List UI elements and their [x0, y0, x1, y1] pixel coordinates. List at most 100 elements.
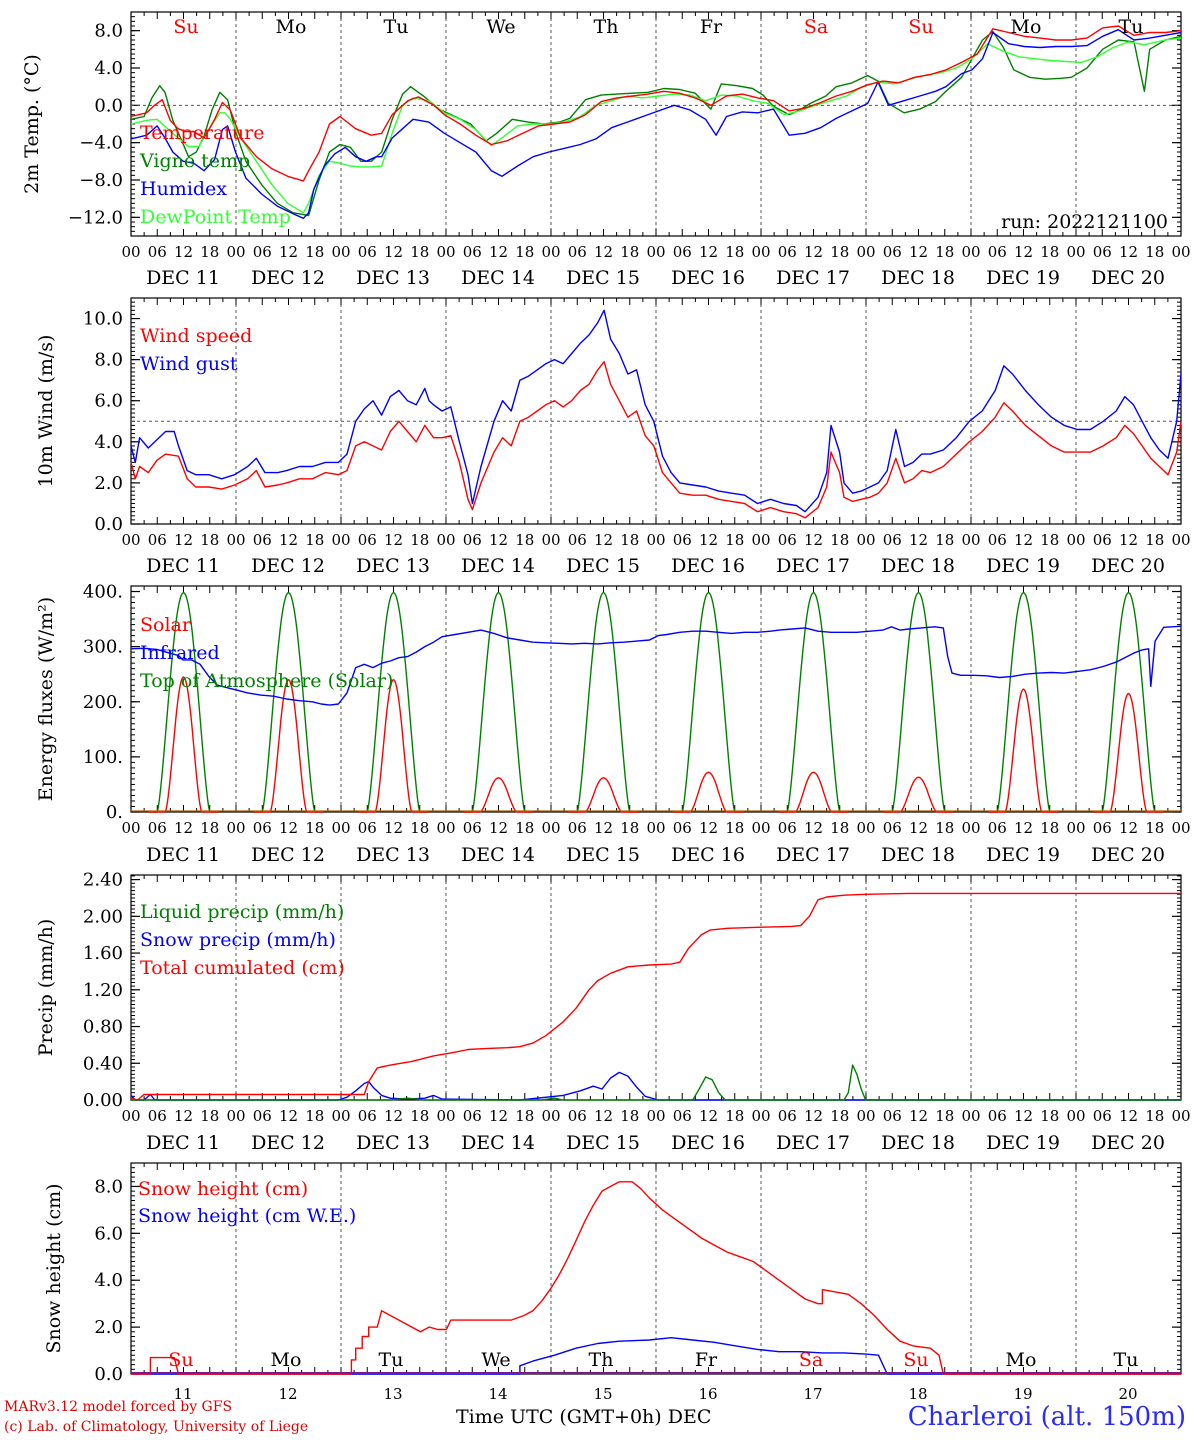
- day-number-label: 16: [698, 1385, 717, 1403]
- weekday-label: Th: [594, 16, 619, 38]
- date-label: DEC 11: [146, 267, 220, 289]
- x-tick-label: 06: [568, 531, 587, 549]
- x-tick-label: 12: [279, 531, 298, 549]
- footer-model-credit: MARv3.12 model forced by GFS: [4, 1399, 233, 1415]
- x-tick-label: 12: [594, 531, 613, 549]
- y-tick-label: 0.: [106, 802, 123, 823]
- legend-entry: Infrared: [140, 642, 220, 664]
- weekday-label: Su: [173, 16, 198, 38]
- date-label: DEC 15: [566, 267, 640, 289]
- y-tick-label: 4.0: [94, 58, 123, 79]
- date-label: DEC 14: [461, 844, 535, 866]
- x-tick-label: 06: [463, 531, 482, 549]
- date-label: DEC 20: [1091, 555, 1165, 577]
- date-label: DEC 11: [146, 844, 220, 866]
- legend-entry: Solar: [140, 614, 192, 636]
- legend-entry: Liquid precip (mm/h): [140, 901, 344, 923]
- panel-1: −12.0 −8.0 −4.0 0.0 4.0 8.0 2m Temp. (°C) 00 06 1…: [21, 11, 1191, 289]
- series-line-toa-day-4: [463, 591, 534, 813]
- x-tick-label: 12: [594, 819, 613, 837]
- x-tick-label: 18: [830, 531, 849, 549]
- y-tick-label: 0.80: [83, 1017, 123, 1038]
- weekday-label: Fr: [695, 1349, 718, 1371]
- series-line-infrared: [130, 625, 1182, 706]
- date-label: DEC 18: [881, 844, 955, 866]
- series-line-toa-day-3: [358, 591, 429, 813]
- date-label: DEC 11: [146, 555, 220, 577]
- series-line-solar-day-1: [148, 676, 219, 813]
- x-tick-label: 06: [358, 531, 377, 549]
- x-tick-label: 18: [830, 1107, 849, 1125]
- day-number-label: 11: [173, 1385, 192, 1403]
- x-tick-label: 06: [358, 243, 377, 261]
- y-tick-label: 2.0: [94, 1317, 123, 1338]
- y-tick-label: 400.: [83, 582, 123, 603]
- date-label: DEC 13: [356, 1132, 430, 1154]
- x-tick-label: 12: [279, 243, 298, 261]
- x-axis-title: Time UTC (GMT+0h) DEC: [456, 1406, 712, 1428]
- x-tick-label: 00: [646, 243, 665, 261]
- y-tick-label: 1.60: [83, 943, 123, 964]
- y-tick-label: 0.0: [94, 514, 123, 535]
- weekday-label: Su: [168, 1349, 193, 1371]
- x-tick-label: 06: [463, 1107, 482, 1125]
- y-tick-label: 0.0: [94, 1364, 123, 1385]
- y-tick-label: 0.0: [94, 95, 123, 116]
- x-tick-label: 12: [699, 819, 718, 837]
- x-tick-label: 00: [121, 1107, 140, 1125]
- x-tick-label: 18: [515, 531, 534, 549]
- date-label: DEC 11: [146, 1132, 220, 1154]
- x-tick-label: 00: [541, 819, 560, 837]
- x-tick-label: 00: [331, 819, 350, 837]
- x-tick-label: 06: [148, 531, 167, 549]
- x-tick-label: 12: [384, 819, 403, 837]
- x-tick-label: 06: [778, 531, 797, 549]
- x-tick-label: 18: [410, 531, 429, 549]
- x-tick-label: 00: [331, 531, 350, 549]
- series-line-solar-day-9: [988, 688, 1059, 813]
- y-tick-label: 6.0: [94, 1223, 123, 1244]
- series-line-solar-day-3: [358, 679, 429, 813]
- x-tick-label: 12: [804, 819, 823, 837]
- x-tick-label: 18: [305, 1107, 324, 1125]
- date-label: DEC 14: [461, 1132, 535, 1154]
- y-axis-label: Snow height (cm): [43, 1183, 65, 1353]
- y-tick-label: 0.40: [83, 1053, 123, 1074]
- x-tick-label: 00: [646, 1107, 665, 1125]
- date-label: DEC 12: [251, 844, 325, 866]
- y-tick-label: 1.20: [83, 980, 123, 1001]
- day-number-label: 20: [1118, 1385, 1137, 1403]
- x-tick-label: 18: [1145, 1107, 1164, 1125]
- x-tick-label: 06: [673, 243, 692, 261]
- date-label: DEC 15: [566, 1132, 640, 1154]
- x-tick-label: 12: [1119, 819, 1138, 837]
- x-tick-label: 12: [909, 1107, 928, 1125]
- x-tick-label: 18: [830, 819, 849, 837]
- date-label: DEC 17: [776, 1132, 850, 1154]
- x-tick-label: 12: [489, 1107, 508, 1125]
- weekday-label: Tu: [384, 16, 409, 38]
- x-tick-label: 00: [961, 819, 980, 837]
- weekday-label: Mo: [1011, 16, 1042, 38]
- x-tick-label: 06: [988, 243, 1007, 261]
- x-tick-label: 12: [489, 819, 508, 837]
- x-tick-label: 00: [856, 1107, 875, 1125]
- y-axis-label: Energy fluxes (W/m²): [35, 597, 57, 801]
- date-label: DEC 12: [251, 555, 325, 577]
- x-tick-label: 18: [410, 819, 429, 837]
- x-tick-label: 06: [778, 819, 797, 837]
- legend-entry: Snow precip (mm/h): [140, 929, 336, 951]
- run-label: run: 2022121100: [1001, 211, 1168, 233]
- series-line-total-cumulated: [130, 892, 1181, 1101]
- date-label: DEC 14: [461, 555, 535, 577]
- date-label: DEC 19: [986, 555, 1060, 577]
- x-tick-label: 18: [725, 819, 744, 837]
- series-line-solar-day-6: [673, 771, 744, 813]
- x-tick-label: 00: [856, 243, 875, 261]
- weekday-label: Mo: [271, 1349, 302, 1371]
- x-tick-label: 06: [778, 243, 797, 261]
- x-tick-label: 06: [568, 243, 587, 261]
- date-label: DEC 17: [776, 555, 850, 577]
- y-tick-label: 0.00: [83, 1090, 123, 1111]
- weekday-label: Tu: [1119, 16, 1144, 38]
